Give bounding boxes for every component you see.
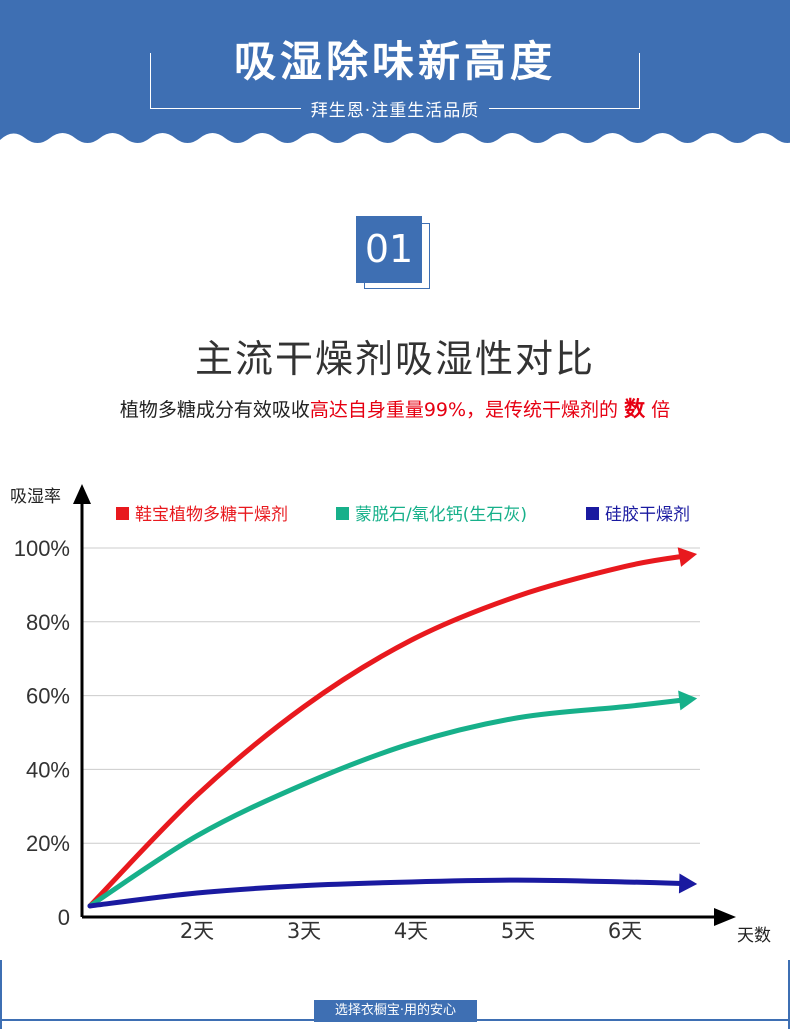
- header-banner: 吸湿除味新高度 拜生恩·注重生活品质: [0, 0, 790, 160]
- legend-label: 蒙脱石/氧化钙(生石灰): [355, 505, 527, 525]
- x-axis-arrow: [714, 908, 736, 926]
- side-bar-right: [788, 960, 790, 1029]
- x-tick-label: 3天: [287, 919, 321, 943]
- legend-label: 硅胶干燥剂: [605, 505, 690, 525]
- desc-text-red: 高达自身重量99%，是传统干燥剂的: [309, 399, 619, 421]
- y-tick-label: 60%: [26, 684, 70, 709]
- y-axis-label: 吸湿率: [10, 487, 61, 507]
- x-tick-label: 4天: [394, 919, 428, 943]
- x-tick-label: 2天: [180, 919, 214, 943]
- section-number: 01: [356, 216, 422, 283]
- series-arrowhead: [677, 547, 698, 567]
- desc-text-bold: 数: [624, 397, 646, 421]
- y-tick-label: 80%: [26, 610, 70, 635]
- section-title: 主流干燥剂吸湿性对比: [194, 337, 595, 381]
- x-tick-label: 6天: [608, 919, 642, 943]
- legend-swatch: [116, 507, 129, 520]
- desc-text-black: 植物多糖成分有效吸收: [119, 399, 310, 421]
- y-axis-arrow: [73, 484, 91, 504]
- x-tick-label: 5天: [501, 919, 535, 943]
- series-arrowhead: [678, 690, 698, 711]
- section-description: 植物多糖成分有效吸收高达自身重量99%，是传统干燥剂的 数 倍: [0, 393, 790, 423]
- x-axis-label: 天数: [737, 926, 771, 946]
- side-bar-left: [0, 960, 2, 1029]
- legend-swatch: [586, 507, 599, 520]
- y-tick-label: 20%: [26, 831, 70, 856]
- y-tick-label: 100%: [14, 536, 70, 561]
- series-line: [87, 877, 692, 909]
- wave-decoration: [0, 133, 790, 160]
- y-tick-label: 40%: [26, 757, 70, 782]
- footer-tag: 选择衣橱宝·用的安心: [314, 1000, 477, 1022]
- y-tick-label: 0: [58, 905, 70, 930]
- header-title: 吸湿除味新高度: [233, 37, 556, 86]
- header-subtitle: 拜生恩·注重生活品质: [300, 96, 490, 121]
- series-line: [87, 696, 692, 909]
- series-arrowhead: [678, 873, 698, 894]
- legend-swatch: [336, 507, 349, 520]
- legend-label: 鞋宝植物多糖干燥剂: [135, 505, 288, 525]
- series-line: [87, 552, 692, 909]
- desc-text-tail: 倍: [651, 399, 671, 421]
